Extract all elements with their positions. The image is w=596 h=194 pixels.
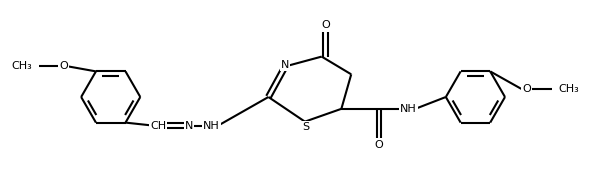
Text: N: N [184, 121, 193, 131]
Text: N: N [281, 61, 290, 70]
Text: O: O [321, 20, 330, 30]
Text: O: O [59, 61, 68, 71]
Text: CH: CH [150, 121, 166, 131]
Text: NH: NH [400, 104, 417, 114]
Text: S: S [302, 122, 309, 132]
Text: CH₃: CH₃ [558, 84, 579, 94]
Text: O: O [522, 84, 531, 94]
Text: CH₃: CH₃ [11, 61, 32, 71]
Text: NH: NH [203, 121, 220, 131]
Text: O: O [374, 140, 383, 150]
